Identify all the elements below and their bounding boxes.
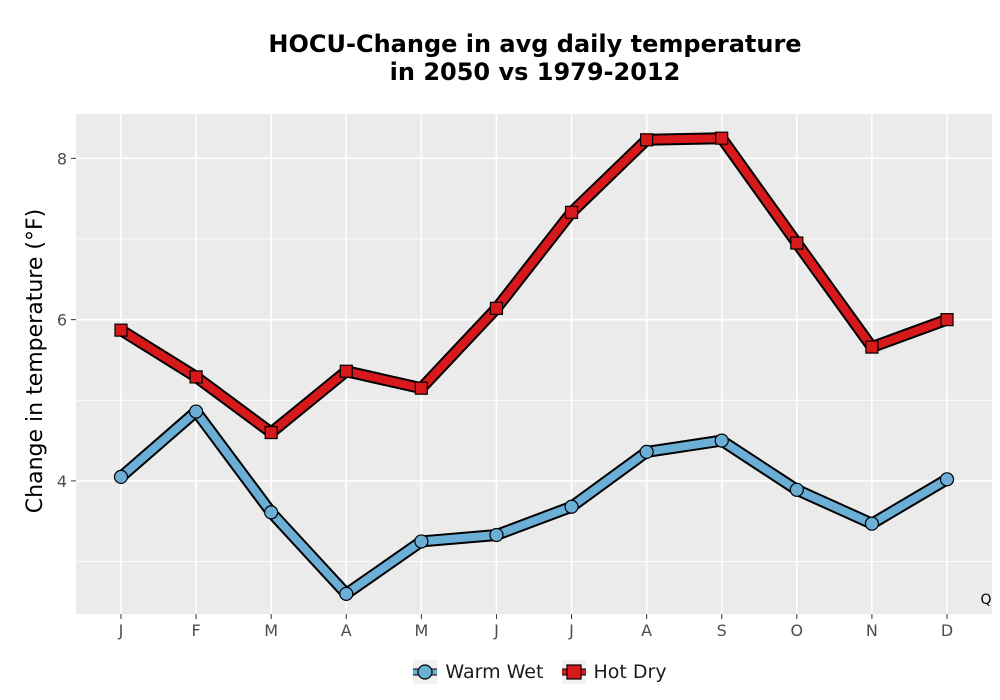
y-tick-label: 4: [57, 472, 67, 491]
data-point-warm-wet: [489, 527, 504, 543]
x-tick-label: S: [717, 621, 727, 640]
data-point-warm-wet: [639, 444, 654, 460]
y-axis-title: Change in temperature (°F): [23, 209, 48, 513]
data-point-warm-wet: [714, 433, 729, 448]
series-line-hot-dry: [117, 134, 951, 437]
chart-title-line-2: in 2050 vs 1979-2012: [389, 58, 681, 86]
x-tick-label: D: [941, 621, 953, 640]
data-point-hot-dry: [564, 205, 579, 219]
x-tick-label: A: [341, 621, 352, 640]
data-point-warm-wet: [264, 505, 279, 520]
data-point-hot-dry: [339, 364, 353, 378]
x-tick-label: M: [264, 621, 278, 640]
data-point-warm-wet: [564, 499, 579, 514]
legend-key-circle-icon: [413, 660, 438, 684]
data-point-hot-dry: [489, 301, 504, 315]
data-point-warm-wet: [113, 469, 129, 485]
data-point-warm-wet: [188, 404, 204, 419]
chart-title: HOCU-Change in avg daily temperature in …: [0, 30, 1000, 86]
data-point-warm-wet: [789, 482, 804, 497]
corner-label: Q: [980, 592, 991, 608]
series-line-warm-wet: [117, 407, 951, 598]
legend-item-warm-wet: Warm Wet: [413, 660, 543, 684]
y-tick-label: 8: [57, 149, 67, 168]
x-tick-label: J: [493, 621, 499, 640]
data-point-hot-dry: [865, 340, 879, 354]
data-point-hot-dry: [790, 236, 804, 250]
data-point-warm-wet: [339, 586, 354, 601]
plot-panel: [76, 114, 992, 614]
data-point-hot-dry: [414, 381, 428, 395]
data-point-hot-dry: [940, 313, 954, 327]
data-point-hot-dry: [264, 425, 278, 440]
legend-label-warm-wet: Warm Wet: [445, 661, 544, 683]
data-point-warm-wet: [939, 472, 955, 487]
data-point-hot-dry: [715, 131, 729, 145]
legend-item-hot-dry: Hot Dry: [561, 660, 667, 684]
data-point-warm-wet: [864, 516, 880, 531]
legend-key-square-icon: [561, 660, 586, 684]
x-tick-label: J: [568, 621, 574, 640]
x-tick-label: M: [414, 621, 428, 640]
legend-label-hot-dry: Hot Dry: [593, 661, 667, 683]
x-tick-label: O: [791, 621, 804, 640]
data-point-hot-dry: [114, 323, 128, 337]
legend: Warm Wet Hot Dry: [0, 660, 1000, 689]
y-tick-label: 6: [57, 311, 67, 330]
data-point-hot-dry: [189, 370, 203, 384]
chart-title-line-1: HOCU-Change in avg daily temperature: [268, 30, 802, 58]
x-tick-label: N: [866, 621, 878, 640]
x-tick-label: A: [641, 621, 652, 640]
data-point-warm-wet: [414, 534, 429, 549]
x-tick-label: F: [191, 621, 200, 640]
data-point-hot-dry: [640, 133, 654, 147]
x-tick-label: J: [118, 621, 124, 640]
